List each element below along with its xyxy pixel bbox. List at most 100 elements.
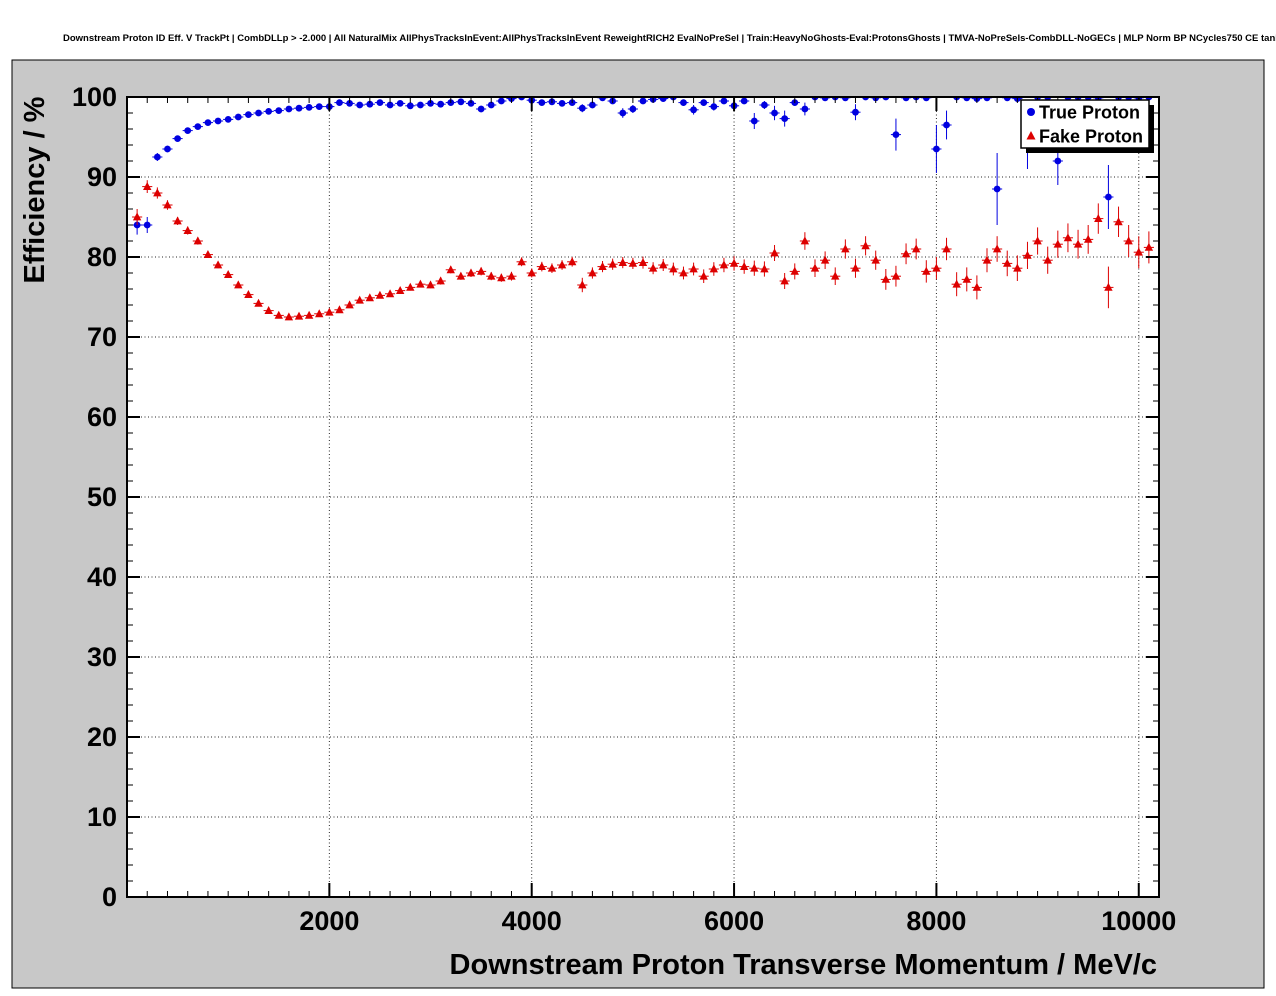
data-point (1003, 97, 1011, 102)
svg-text:20: 20 (87, 722, 117, 752)
data-point (720, 97, 728, 105)
data-point (911, 244, 921, 253)
y-axis-labels: 0 10 20 30 40 50 60 70 80 90 100 (72, 82, 117, 912)
plot-title: Downstream Proton ID Eff. V TrackPt | Co… (63, 33, 1276, 44)
data-point (1023, 250, 1032, 259)
data-point (648, 263, 658, 272)
data-point (993, 185, 1001, 193)
data-point (1033, 236, 1042, 245)
grid (127, 97, 1159, 897)
data-point (194, 123, 202, 130)
data-point (1105, 193, 1112, 201)
data-point (183, 226, 192, 234)
data-point (739, 262, 749, 270)
svg-text:10: 10 (87, 802, 117, 832)
svg-text:0: 0 (102, 882, 117, 912)
data-point (729, 258, 739, 267)
data-point (426, 280, 435, 289)
axis-ticks (126, 96, 1160, 898)
data-point (1054, 157, 1062, 165)
data-point (1134, 247, 1143, 256)
data-point (1003, 258, 1012, 267)
data-point (143, 182, 152, 190)
data-point (417, 101, 424, 109)
data-point (163, 200, 172, 209)
data-point (578, 280, 587, 289)
data-point (861, 241, 870, 250)
data-point (992, 244, 1002, 253)
data-point (386, 101, 394, 109)
data-point (1043, 255, 1052, 264)
svg-text:60: 60 (87, 402, 117, 432)
data-point (689, 264, 698, 273)
data-point (841, 244, 850, 253)
data-point (153, 188, 162, 197)
data-point (336, 99, 343, 106)
data-point (234, 113, 242, 121)
svg-text:10000: 10000 (1101, 906, 1176, 936)
svg-text:40: 40 (87, 562, 117, 592)
data-point (710, 103, 718, 110)
data-point (1013, 263, 1022, 272)
data-point (325, 307, 334, 316)
data-point (761, 101, 768, 109)
data-point (700, 99, 708, 106)
data-point (385, 289, 395, 298)
data-point (497, 97, 505, 105)
data-point (1094, 214, 1103, 222)
data-point (274, 310, 283, 319)
data-point (335, 305, 344, 314)
data-point (881, 274, 891, 283)
data-point (567, 257, 577, 266)
data-point (680, 99, 687, 106)
data-point (153, 153, 161, 161)
svg-text:70: 70 (87, 322, 117, 352)
data-point (578, 104, 586, 112)
data-point (942, 244, 951, 253)
data-point (932, 263, 941, 272)
x-axis-title: Downstream Proton Transverse Momentum / … (450, 949, 1157, 981)
data-point (375, 290, 385, 299)
data-point (558, 100, 566, 107)
data-point (507, 271, 516, 280)
data-point (214, 117, 222, 125)
data-point (821, 97, 829, 102)
data-point (315, 309, 324, 318)
y-axis-title: Efficiency / % (19, 96, 51, 283)
data-point (305, 104, 313, 111)
data-point (132, 212, 142, 221)
svg-text:100: 100 (72, 82, 117, 112)
data-point (841, 97, 849, 102)
data-point (1053, 239, 1063, 248)
data-point (740, 97, 748, 105)
legend: True Proton Fake Proton (1020, 99, 1154, 153)
data-point (801, 105, 809, 113)
svg-text:50: 50 (87, 482, 117, 512)
data-point (315, 103, 323, 110)
data-point (699, 271, 708, 280)
data-point (628, 258, 638, 267)
data-point (396, 100, 404, 107)
svg-text:6000: 6000 (704, 906, 764, 936)
data-point (1104, 282, 1113, 291)
data-point (204, 119, 212, 126)
data-point (1063, 233, 1073, 242)
data-point (770, 248, 779, 257)
data-point (284, 312, 294, 321)
data-point (294, 311, 304, 320)
data-point (295, 104, 303, 112)
data-point (719, 260, 729, 269)
data-point (557, 260, 567, 269)
data-point (436, 276, 445, 285)
svg-text:30: 30 (87, 642, 117, 672)
data-point (213, 260, 223, 269)
data-point (143, 221, 151, 229)
data-point (184, 127, 192, 134)
data-point (406, 282, 415, 291)
data-point (345, 300, 354, 309)
data-point (851, 263, 860, 272)
data-point (750, 263, 759, 272)
data-point (376, 99, 384, 106)
data-point (852, 108, 859, 116)
data-point (669, 264, 678, 273)
